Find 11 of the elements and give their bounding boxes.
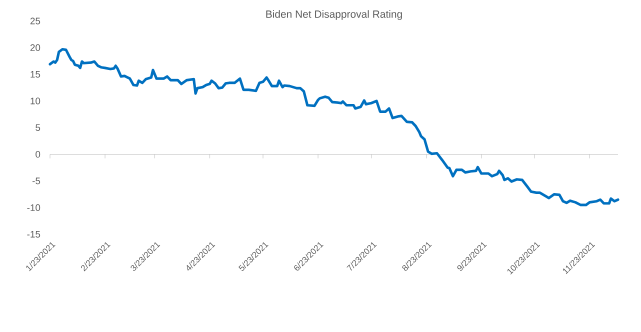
y-tick-label: -5 (32, 178, 40, 184)
y-tick-label: 5 (36, 124, 40, 131)
y-tick-label: 15 (30, 71, 40, 78)
y-tick-label: 10 (30, 98, 40, 104)
y-tick-label: -15 (27, 230, 40, 238)
y-tick-label: 25 (30, 18, 40, 24)
y-tick-label: 0 (36, 150, 40, 158)
chart-title: Biden Net Disapproval Rating (266, 10, 402, 20)
line-series (48, 48, 620, 206)
y-tick-label: 20 (30, 44, 40, 52)
y-tick-label: -10 (27, 204, 40, 211)
